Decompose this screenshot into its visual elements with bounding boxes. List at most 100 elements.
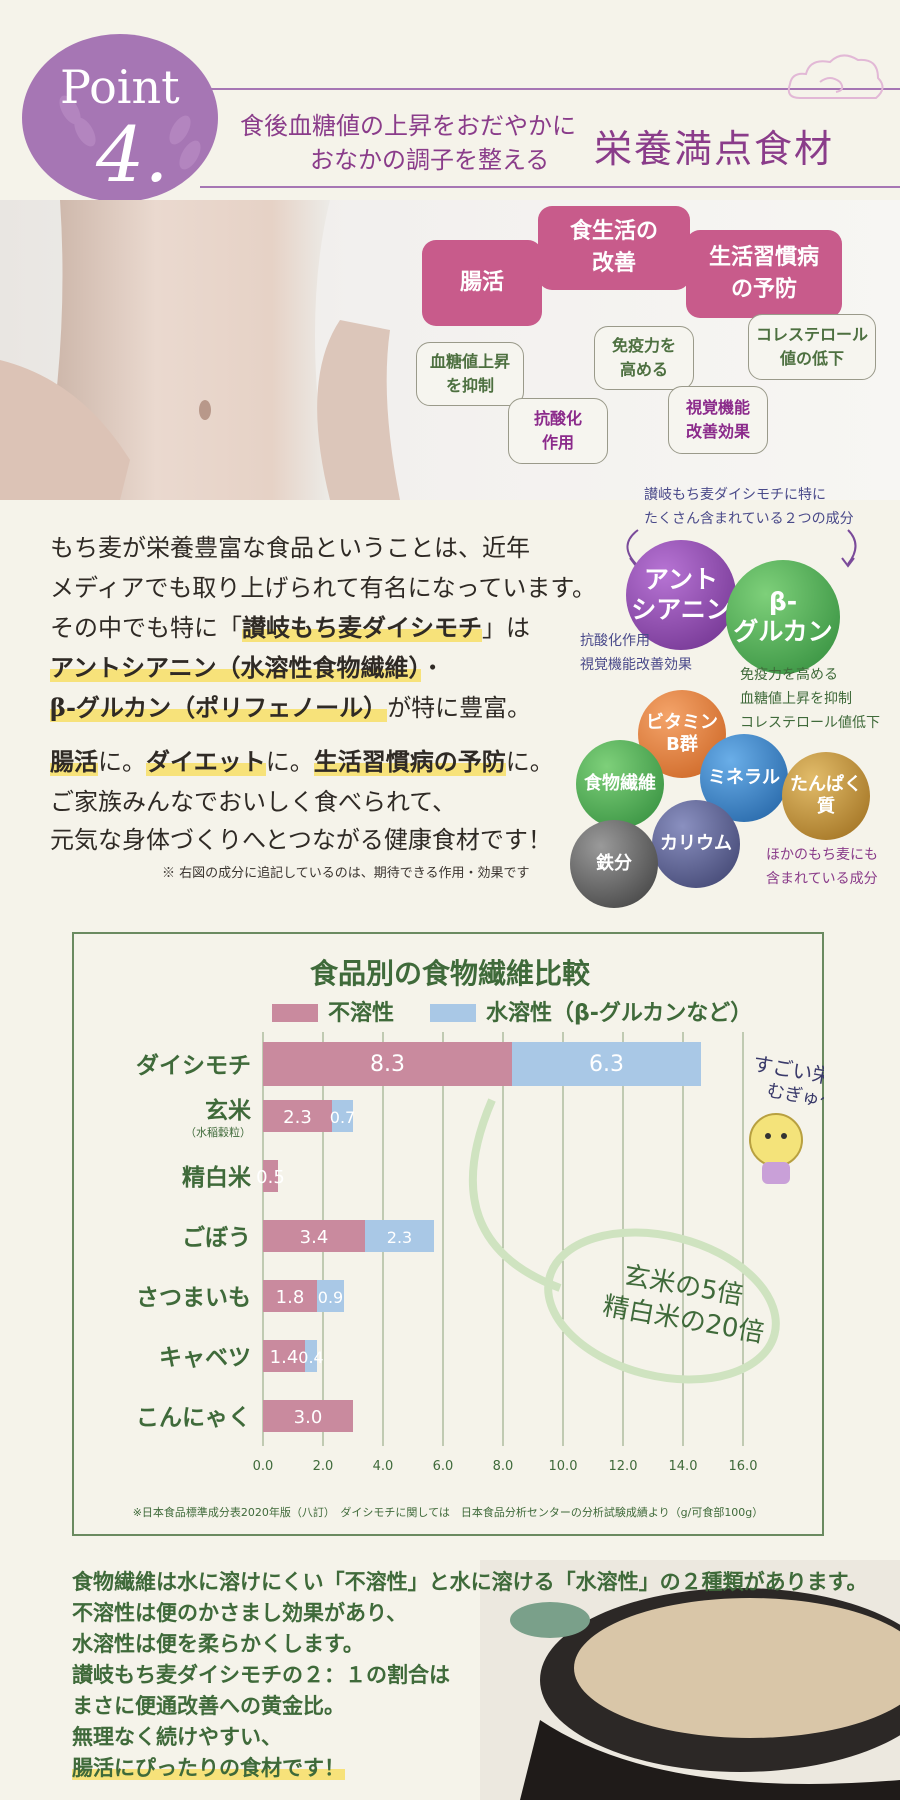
benefit-tag-vision: 視覚機能 改善効果 [668, 386, 768, 454]
bar-value-soluble: 6.3 [589, 1052, 624, 1077]
rice-bowl-photo [480, 1560, 900, 1800]
bottom-line-6: 無理なく続けやすい、 [72, 1725, 282, 1749]
beta-glucan-note-1: 免疫力を高める [740, 667, 838, 683]
bottom-line-4: 讃岐もち麦ダイシモチの２：１の割合は [72, 1663, 450, 1687]
beta-glucan-note-3: コレステロール値低下 [740, 715, 880, 731]
category-label: 精白米 [182, 1164, 252, 1191]
callout-bottom-line2: 含まれている成分 [766, 871, 878, 887]
bar-insoluble [263, 1100, 332, 1132]
bar-value-insoluble: 1.8 [276, 1287, 305, 1308]
benefit-tag-cholesterol: コレステロール 値の低下 [748, 314, 876, 380]
wheat-decoration-icon [59, 95, 201, 170]
category-label: こんにゃく [136, 1404, 251, 1431]
mascot-icon [749, 1113, 803, 1167]
annotation-arrow [468, 1098, 562, 1292]
intro-line-1: もち麦が栄養豊富な食品ということは、近年 [50, 534, 530, 562]
category-label: ダイシモチ [136, 1052, 251, 1079]
potassium-ball: カリウム [652, 800, 740, 888]
bar-value-soluble: 0.9 [318, 1288, 343, 1307]
bar-value-insoluble: 1.4 [270, 1347, 299, 1368]
bar-value-insoluble: 2.3 [283, 1107, 312, 1128]
x-tick-label: 12.0 [609, 1459, 638, 1474]
header-divider-bottom [200, 186, 900, 188]
bar-value-insoluble: 3.0 [294, 1407, 323, 1428]
cloud-decoration-icon [787, 54, 884, 99]
benefit-tag-blood-sugar: 血糖値上昇 を抑制 [416, 342, 524, 406]
intro-note: ※ 右図の成分に追記しているのは、期待できる作用・効果です [162, 866, 530, 881]
bottom-line-7: 腸活にぴったりの食材です！ [72, 1756, 345, 1780]
intro-line-7: ご家族みんなでおいしく食べられて、 [50, 788, 457, 816]
x-tick-label: 4.0 [373, 1459, 394, 1474]
bar-insoluble [263, 1340, 305, 1372]
x-tick-label: 10.0 [549, 1459, 578, 1474]
header-subtitle-line1: 食後血糖値の上昇をおだやかに [240, 112, 576, 140]
mascot-body-icon [762, 1162, 790, 1184]
anthocyanin-note-1: 抗酸化作用 [580, 633, 650, 649]
bar-insoluble [263, 1042, 512, 1086]
header-divider-top [200, 88, 900, 90]
bar-soluble [305, 1340, 317, 1372]
benefit-pill-lifestyle: 生活習慣病 の予防 [686, 230, 842, 318]
intro-line-4: アントシアニン（水溶性食物繊維）・ [50, 653, 445, 682]
bar-value-soluble: 0.7 [330, 1108, 355, 1127]
category-label: 玄米 [205, 1097, 252, 1124]
bar-soluble [512, 1042, 701, 1086]
intro-line-2: メディアでも取り上げられて有名になっています。 [50, 574, 596, 602]
point-number: 4. [96, 110, 169, 199]
bar-insoluble [263, 1160, 278, 1192]
legend-label-0: 不溶性 [328, 1000, 394, 1026]
highlight-beta-glucan: β-グルカン（ポリフェノール） [50, 693, 388, 722]
page-title: 栄養満点食材 [594, 127, 835, 171]
fiber-chart-frame [72, 932, 824, 1536]
intro-line-3: その中でも特に「讃岐もち麦ダイシモチ」は [50, 613, 530, 642]
bar-insoluble [263, 1400, 353, 1432]
legend-swatch-0 [272, 1004, 318, 1022]
intro-line-5: β-グルカン（ポリフェノール）が特に豊富。 [50, 693, 532, 722]
benefit-pill-gut: 腸活 [422, 240, 542, 326]
category-label: キャベツ [159, 1344, 251, 1371]
bar-value-insoluble: 8.3 [370, 1052, 405, 1077]
chart-title: 食品別の食物繊維比較 [309, 957, 590, 990]
x-tick-label: 2.0 [313, 1459, 334, 1474]
x-tick-label: 16.0 [729, 1459, 758, 1474]
category-label: ごぼう [182, 1224, 251, 1251]
legend-label-1: 水溶性（β-グルカンなど） [486, 1000, 752, 1026]
benefit-tag-immunity: 免疫力を 高める [594, 326, 694, 390]
highlight-daishimochi: 讃岐もち麦ダイシモチ [242, 613, 482, 642]
bar-soluble [317, 1280, 344, 1312]
callout-top-line1: 讃岐もち麦ダイシモチに特に [644, 487, 826, 503]
callout-bottom-line1: ほかのもち麦にも [766, 847, 878, 863]
bar-insoluble [263, 1220, 365, 1252]
x-tick-label: 14.0 [669, 1459, 698, 1474]
anthocyanin-note-2: 視覚機能改善効果 [580, 657, 692, 673]
callout-top-line2: たくさん含まれている２つの成分 [644, 511, 854, 527]
bottom-line-2: 不溶性は便のかさまし効果があり、 [72, 1601, 408, 1625]
header-subtitle-line2: おなかの調子を整える [310, 146, 550, 174]
intro-line-8: 元気な身体づくりへとつながる健康食材です！ [50, 826, 552, 854]
fiber-chart: 不溶性 水溶性（β-グルカンなど） 0.0 2.0 4.0 6.0 8.0 10.0 12.0 1… [133, 1000, 824, 1519]
bar-value-insoluble: 3.4 [300, 1227, 329, 1248]
bottom-line-5: まさに便通改善への黄金比。 [72, 1694, 345, 1718]
beta-glucan-ball: β- グルカン [726, 560, 840, 674]
x-tick-label: 6.0 [433, 1459, 454, 1474]
bar-soluble [332, 1100, 353, 1132]
bar-insoluble [263, 1280, 317, 1312]
anthocyanin-ball: アント シアニン [626, 540, 736, 650]
bar-value-soluble: 2.3 [387, 1228, 412, 1247]
mascot-eye-icon [781, 1133, 787, 1139]
x-tick-label: 0.0 [253, 1459, 274, 1474]
bar-value-soluble: 0.4 [298, 1348, 323, 1367]
benefit-tag-antioxidant: 抗酸化 作用 [508, 398, 608, 464]
highlight-anthocyanin: アントシアニン（水溶性食物繊維） [50, 653, 421, 682]
bar-value-insoluble: 0.5 [256, 1167, 285, 1188]
vitamin-b-ball: ビタミン B群 [638, 690, 726, 778]
protein-ball: たんぱく 質 [782, 752, 870, 840]
iron-ball: 鉄分 [570, 820, 658, 908]
legend-swatch-1 [430, 1004, 476, 1022]
bottom-line-1: 食物繊維は水に溶けにくい「不溶性」と水に溶ける「水溶性」の２種類があります。 [72, 1570, 868, 1594]
point-label: Point [60, 60, 180, 114]
bottom-line-3: 水溶性は便を柔らかくします。 [72, 1632, 364, 1656]
chart-source-note: ※日本食品標準成分表2020年版（八訂） ダイシモチに関しては 日本食品分析セン… [133, 1505, 764, 1519]
dietary-fiber-ball: 食物繊維 [576, 740, 664, 828]
mascot-eye-icon [765, 1133, 771, 1139]
